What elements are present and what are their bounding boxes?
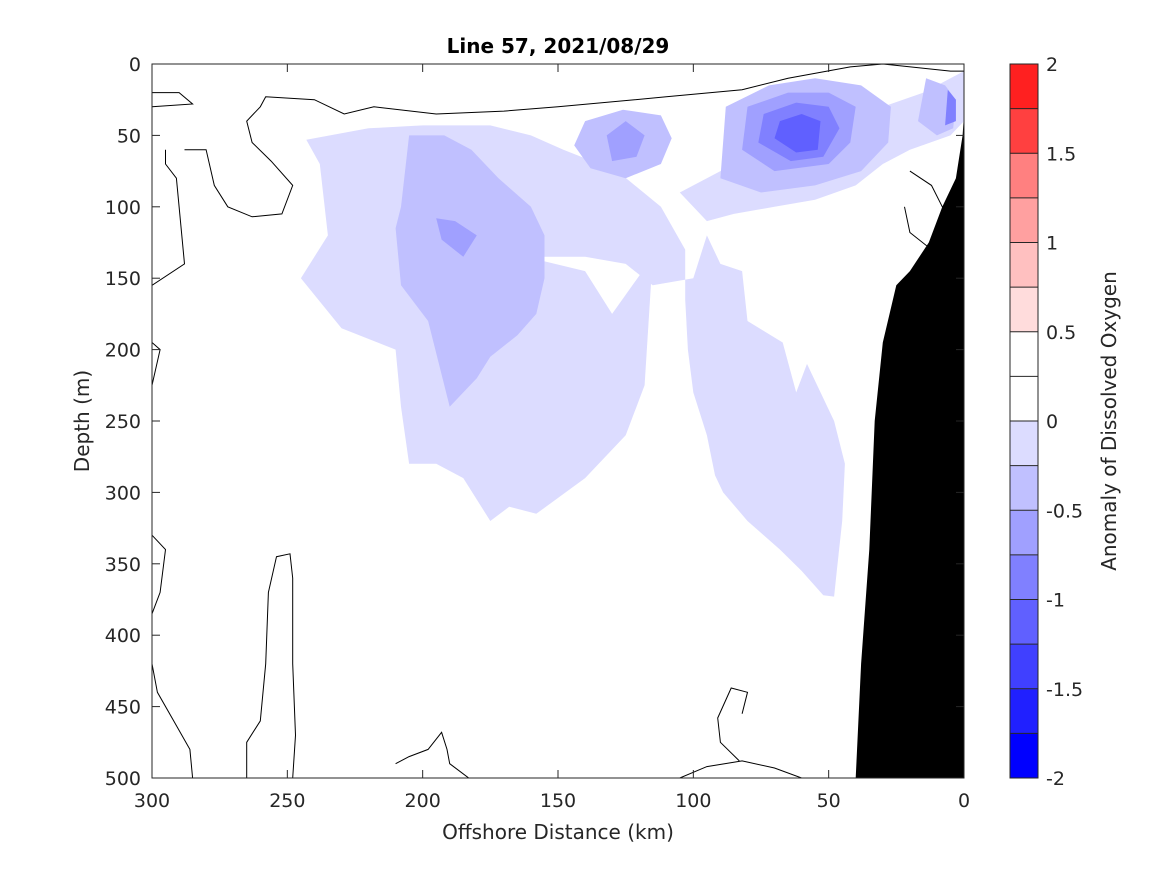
zero-contour-line-9 bbox=[679, 760, 802, 778]
zero-contour-line-4 bbox=[152, 534, 167, 614]
colorbar-tick-label: -1.5 bbox=[1046, 679, 1083, 701]
colorbar-swatch bbox=[1010, 599, 1038, 645]
contour-region-band-minus-050-offshore bbox=[395, 135, 545, 407]
colorbar-swatch bbox=[1010, 465, 1038, 511]
x-tick-label: 200 bbox=[405, 790, 441, 812]
zero-contour-line-3 bbox=[152, 342, 161, 386]
contour-region-positive-anomaly-offshore-edge bbox=[152, 213, 163, 272]
x-tick-label: 300 bbox=[134, 790, 170, 812]
colorbar-frame bbox=[1009, 63, 1039, 779]
x-tick-label: 0 bbox=[958, 790, 970, 812]
colorbar-label: Anomaly of Dissolved Oxygen bbox=[1097, 271, 1121, 571]
contour-region-band-minus-125-nearshore bbox=[774, 114, 821, 153]
x-tick-label: 250 bbox=[269, 790, 305, 812]
colorbar-tick-label: 1.5 bbox=[1046, 143, 1076, 165]
zero-contour-line-5 bbox=[152, 663, 194, 778]
zero-contour-line-2 bbox=[152, 149, 186, 286]
colorbar-swatch bbox=[1010, 197, 1038, 244]
colorbar-swatch bbox=[1010, 331, 1038, 377]
y-tick-label: 100 bbox=[105, 197, 141, 219]
colorbar-swatch bbox=[1010, 376, 1038, 422]
zero-contour-line-8 bbox=[395, 731, 470, 778]
y-axis-label: Depth (m) bbox=[70, 370, 94, 472]
zero-contour-layer bbox=[152, 64, 964, 778]
zero-contour-line-1 bbox=[152, 92, 194, 108]
colorbar-tick-label: 1 bbox=[1046, 233, 1058, 255]
colorbar-swatch bbox=[1010, 644, 1038, 690]
contour-region-band-minus-075-offshore bbox=[436, 218, 477, 257]
colorbar-tick-label: -2 bbox=[1046, 768, 1065, 790]
zero-contour-line-7 bbox=[184, 64, 964, 218]
y-tick-label: 350 bbox=[105, 554, 141, 576]
y-tick-label: 400 bbox=[105, 625, 141, 647]
y-tick-label: 450 bbox=[105, 697, 141, 719]
x-tick-label: 150 bbox=[540, 790, 576, 812]
colorbar-tick-label: -0.5 bbox=[1046, 500, 1083, 522]
colorbar-tick-label: 0 bbox=[1046, 411, 1058, 433]
y-axis: 0 50 100 150 200 250 300 350 400 450 500 bbox=[105, 54, 964, 790]
y-tick-label: 500 bbox=[105, 768, 141, 790]
x-axis-label: Offshore Distance (km) bbox=[442, 820, 674, 844]
colorbar-tick-label: 2 bbox=[1046, 54, 1058, 76]
zero-contour-line-6 bbox=[246, 553, 297, 778]
y-tick-label: 200 bbox=[105, 340, 141, 362]
colorbar-swatch bbox=[1010, 421, 1038, 467]
colorbar-swatch bbox=[1010, 153, 1038, 199]
x-axis: 300 250 200 150 100 50 0 bbox=[134, 64, 970, 812]
land-mask bbox=[855, 114, 964, 778]
colorbar-swatch bbox=[1010, 287, 1038, 333]
colorbar-swatch bbox=[1010, 64, 1038, 110]
chart-title: Line 57, 2021/08/29 bbox=[447, 34, 670, 58]
colorbar: -2 -1.5 -1 -0.5 0 0.5 1 1.5 2 bbox=[1009, 54, 1083, 790]
y-tick-label: 0 bbox=[129, 54, 141, 76]
x-tick-label: 100 bbox=[675, 790, 711, 812]
y-tick-label: 300 bbox=[105, 482, 141, 504]
x-tick-label: 50 bbox=[817, 790, 841, 812]
y-tick-label: 150 bbox=[105, 268, 141, 290]
contour-region-band-minus-075-mid bbox=[606, 121, 645, 162]
land-layer bbox=[855, 114, 964, 778]
y-tick-label: 50 bbox=[117, 125, 141, 147]
colorbar-swatch bbox=[1010, 733, 1038, 779]
colorbar-swatch bbox=[1010, 510, 1038, 556]
colorbar-swatch bbox=[1010, 688, 1038, 734]
colorbar-tick-label: 0.5 bbox=[1046, 322, 1076, 344]
contour-region-positive-anomaly-surface bbox=[363, 64, 518, 80]
colorbar-swatch bbox=[1010, 242, 1038, 288]
colorbar-tick-label: -1 bbox=[1046, 590, 1065, 612]
y-tick-label: 250 bbox=[105, 411, 141, 433]
contour-fill-layer bbox=[152, 64, 964, 597]
colorbar-swatch bbox=[1010, 554, 1038, 601]
colorbar-swatch bbox=[1010, 108, 1038, 154]
zero-contour-line-10 bbox=[717, 687, 749, 762]
contour-region-band-minus-100-coast bbox=[945, 89, 956, 126]
